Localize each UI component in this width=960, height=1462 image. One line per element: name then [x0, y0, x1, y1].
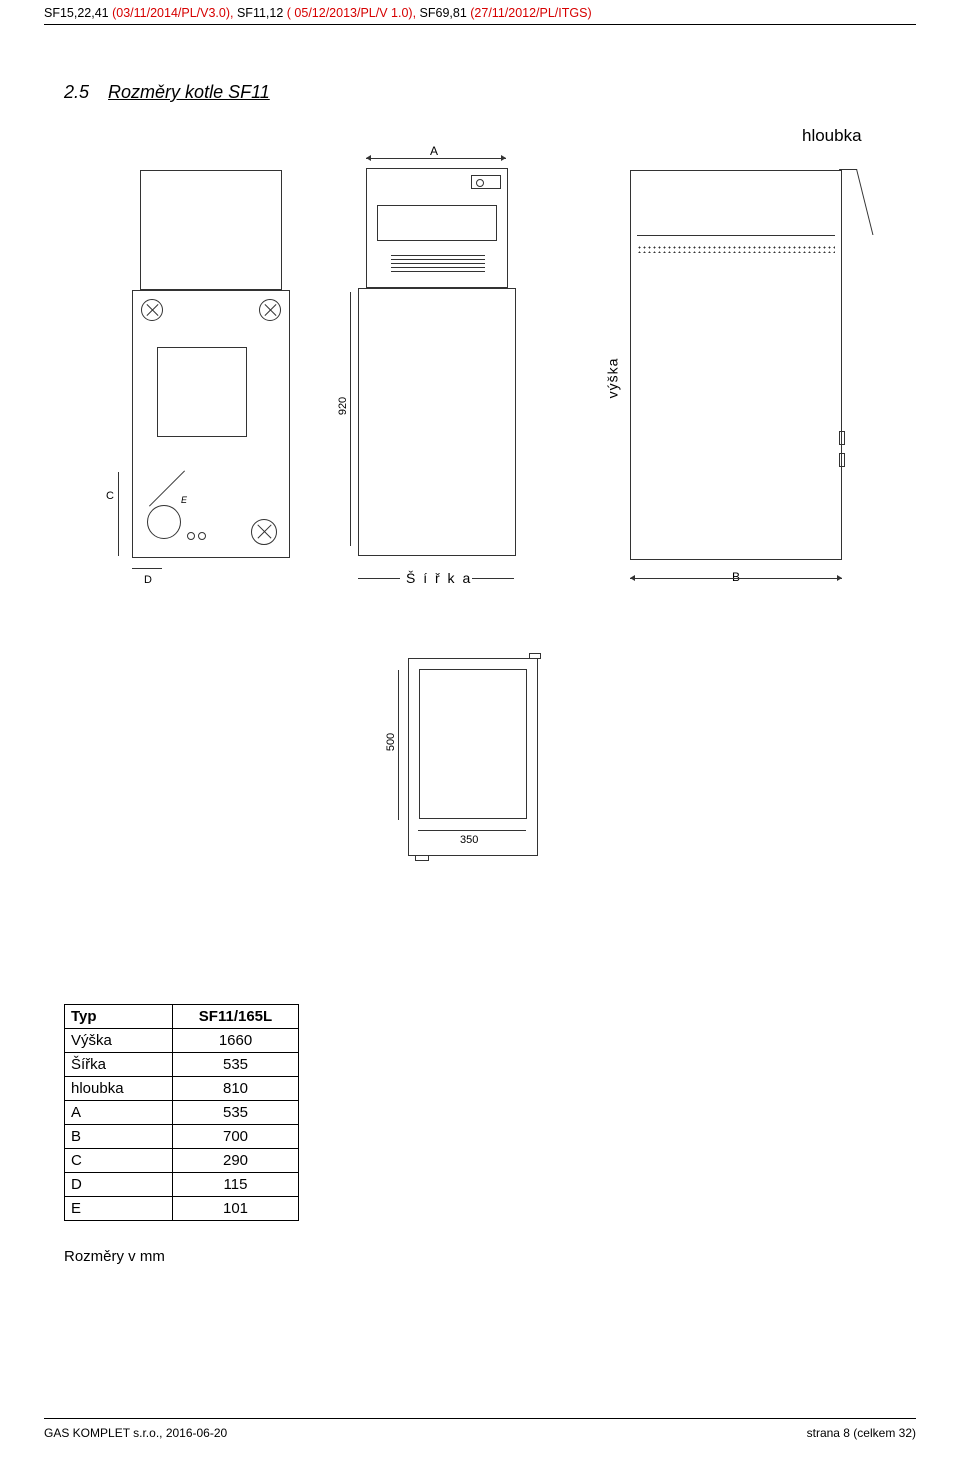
vyska-label: výška: [604, 358, 620, 399]
table-row: Výška1660: [65, 1029, 299, 1053]
table-header-row: Typ SF11/165L: [65, 1005, 299, 1029]
dim-a-label: A: [430, 144, 438, 158]
dimensions-table: Typ SF11/165L Výška1660 Šířka535 hloubka…: [64, 1004, 299, 1221]
rear-lower-panel: E: [132, 290, 290, 558]
flue-outlet: [147, 505, 181, 539]
dimensions-note: Rozměry v mm: [64, 1248, 165, 1265]
side-hinge: [839, 453, 845, 467]
hdr-p2n: ( 05/12/2013/PL/V 1.0),: [283, 6, 419, 20]
label-e: E: [181, 495, 187, 505]
footer-rule: [44, 1418, 916, 1419]
top-inner: [419, 669, 527, 819]
access-panel: [157, 347, 247, 437]
dim-d-label: D: [144, 574, 152, 586]
diagram-row: E C D A 920 Š í ř k a výška: [70, 150, 920, 610]
table-row: B700: [65, 1125, 299, 1149]
hdr-p2: SF11,12: [234, 6, 284, 20]
front-grill: [377, 205, 497, 241]
sirka-line: [472, 578, 514, 579]
footer-right: strana 8 (celkem 32): [807, 1426, 916, 1440]
top-view: 500 350: [380, 650, 580, 890]
dim-350-line: [418, 830, 526, 831]
dim-c-line: [118, 472, 119, 556]
dim-350-label: 350: [460, 834, 478, 846]
sirka-label: Š í ř k a: [406, 570, 472, 586]
front-lower-panel: [358, 288, 516, 556]
th-typ: Typ: [65, 1005, 173, 1029]
section-text: Rozměry kotle SF11: [108, 82, 270, 102]
side-perforation: [637, 245, 835, 253]
table-row: hloubka810: [65, 1077, 299, 1101]
side-divider: [637, 235, 835, 236]
table-row: Šířka535: [65, 1053, 299, 1077]
control-display: [471, 175, 501, 189]
side-body: [630, 170, 842, 560]
page-header: SF15,22,41 (03/11/2014/PL/V3.0), SF11,12…: [44, 6, 592, 20]
top-foot: [415, 855, 429, 861]
footer-left: GAS KOMPLET s.r.o., 2016-06-20: [44, 1426, 227, 1440]
side-slant: [839, 169, 873, 235]
dim-a-line: [366, 158, 506, 159]
fan-icon: [259, 299, 281, 321]
vent-slots: [391, 255, 485, 275]
dim-500-label: 500: [385, 733, 397, 751]
dim-920-label: 920: [337, 397, 349, 415]
th-model: SF11/165L: [173, 1005, 299, 1029]
header-rule: [44, 24, 916, 25]
connectors: [187, 527, 209, 545]
table-row: A535: [65, 1101, 299, 1125]
dim-b-label: B: [732, 570, 740, 584]
table-row: D115: [65, 1173, 299, 1197]
rear-upper-panel: [140, 170, 282, 290]
hdr-p1: SF15,22,41: [44, 6, 109, 20]
front-view: A 920 Š í ř k a: [350, 150, 530, 590]
side-view: výška B: [610, 170, 870, 590]
table-row: E101: [65, 1197, 299, 1221]
dim-920-line: [350, 292, 351, 546]
fan-icon: [251, 519, 277, 545]
front-upper-panel: [366, 168, 508, 288]
dim-d-line: [132, 568, 162, 569]
dim-500-line: [398, 670, 399, 820]
rear-view: E C D: [120, 170, 300, 588]
dim-b-line: [630, 578, 842, 579]
hdr-p3n: (27/11/2012/PL/ITGS): [467, 6, 592, 20]
table-row: C290: [65, 1149, 299, 1173]
fan-icon: [141, 299, 163, 321]
dim-c-label: C: [106, 490, 114, 502]
top-body: [408, 658, 538, 856]
section-number: 2.5: [64, 82, 89, 102]
top-stub: [529, 653, 541, 659]
section-title: 2.5 Rozměry kotle SF11: [64, 82, 270, 103]
hloubka-label: hloubka: [802, 126, 862, 146]
sirka-line: [358, 578, 400, 579]
hdr-p1n: (03/11/2014/PL/V3.0),: [109, 6, 234, 20]
side-hinge: [839, 431, 845, 445]
hdr-p3: SF69,81: [420, 6, 467, 20]
